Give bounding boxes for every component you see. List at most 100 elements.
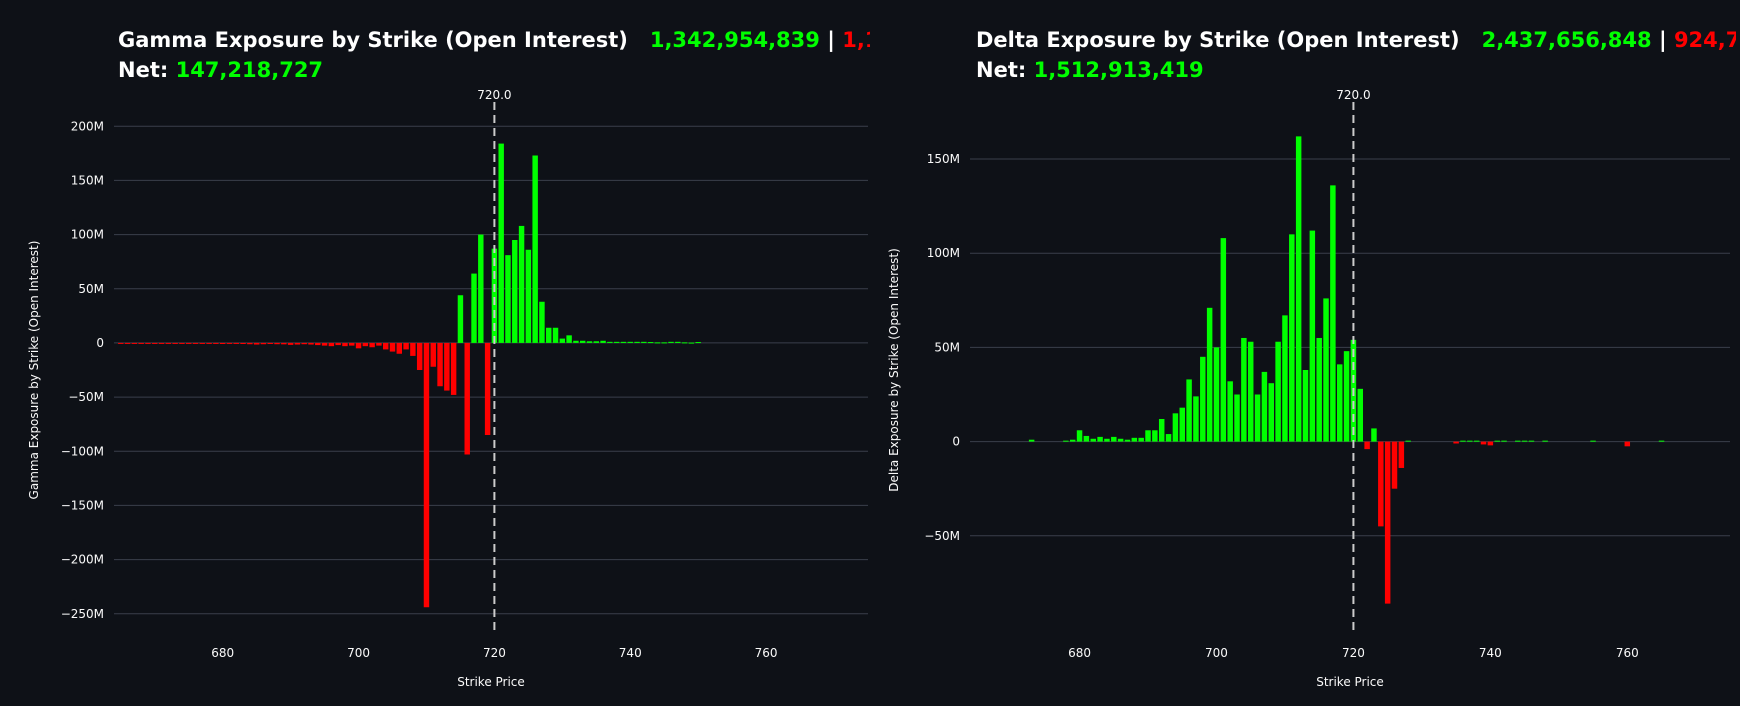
gamma-bar [613, 341, 620, 343]
gamma-bar [382, 342, 389, 350]
delta-net-label: Net: [976, 58, 1027, 82]
gamma-y-tick-label: −100M [61, 444, 104, 458]
delta-x-tick-label: 760 [1616, 646, 1639, 660]
gamma-bar [315, 342, 321, 346]
gamma-title: Gamma Exposure by Strike (Open Interest) [118, 28, 628, 52]
gamma-bar [281, 342, 287, 345]
gamma-bar [641, 341, 647, 343]
gamma-y-tick-label: 200M [71, 119, 104, 133]
delta-y-tick-label: 0 [952, 435, 960, 449]
gamma-bar [430, 342, 436, 367]
gamma-bar [145, 342, 151, 344]
delta-bar [1336, 364, 1343, 442]
gamma-bar [681, 342, 688, 344]
gamma-y-tick-label: −250M [61, 607, 104, 621]
gamma-bar [654, 342, 661, 344]
gamma-bar [688, 342, 695, 344]
delta-bar [1467, 440, 1473, 442]
gamma-bar [233, 342, 239, 344]
delta-bar [1063, 440, 1069, 442]
delta-chart: −50M 0 50M 100M 150M 680 700 720 740 760 720.0 Stri… [887, 88, 1730, 689]
delta-bar [1542, 440, 1548, 442]
gamma-bar [396, 342, 403, 354]
delta-bar [1104, 438, 1110, 442]
delta-y-tick-label: 150M [927, 152, 960, 166]
delta-x-tick-label: 700 [1205, 646, 1228, 660]
gamma-bar [253, 342, 260, 345]
delta-y-tick-label: −50M [924, 529, 960, 543]
delta-x-tick-label: 740 [1479, 646, 1502, 660]
delta-bar [1028, 439, 1035, 442]
delta-bar [1357, 388, 1364, 442]
delta-bar [1323, 298, 1329, 442]
delta-bar [1124, 439, 1131, 442]
gamma-y-tick-label: −200M [61, 553, 104, 567]
gamma-bar [593, 341, 600, 343]
delta-bar [1165, 434, 1172, 442]
delta-bar [1371, 428, 1377, 442]
gamma-bar [546, 327, 552, 343]
delta-bar [1131, 437, 1138, 442]
delta-bar [1254, 394, 1261, 442]
delta-y-axis-title: Delta Exposure by Strike (Open Interest) [887, 248, 901, 492]
gamma-y-tick-label: −150M [61, 498, 104, 512]
delta-bar [1117, 438, 1124, 442]
delta-bar [1501, 440, 1507, 442]
gamma-chart: −250M −200M −150M −100M −50M 0 50M 100M 150M 200M… [27, 88, 868, 689]
delta-bar [1241, 337, 1247, 442]
gamma-bar [464, 342, 470, 455]
delta-bar [1145, 430, 1151, 442]
delta-bar [1515, 440, 1521, 442]
gamma-net-label: Net: [118, 58, 169, 82]
delta-x-axis-title: Strike Price [1316, 675, 1384, 689]
delta-total-negative: 924,743,429 [1673, 28, 1736, 52]
gamma-x-tick-label: 680 [211, 646, 234, 660]
gamma-bar [403, 342, 409, 350]
delta-x-tick-label: 680 [1068, 646, 1091, 660]
gamma-bar [213, 342, 219, 344]
gamma-bar [376, 342, 382, 346]
delta-x-tick-label: 720 [1342, 646, 1365, 660]
delta-bar [1186, 379, 1192, 442]
gamma-bar [675, 341, 681, 343]
delta-bar [1247, 341, 1254, 442]
gamma-bar [362, 342, 369, 347]
gamma-x-tick-label: 760 [755, 646, 778, 660]
delta-bar [1193, 396, 1199, 442]
gamma-bar [158, 342, 165, 344]
delta-bar [1302, 370, 1309, 442]
gamma-bar [573, 340, 579, 343]
delta-net-line: Net: 1,512,913,419 [976, 58, 1204, 82]
gamma-bar [328, 342, 335, 347]
gamma-bar [124, 342, 131, 344]
gamma-bar [437, 342, 443, 387]
delta-bar [1097, 436, 1103, 442]
gamma-bar [172, 342, 178, 344]
delta-panel: Delta Exposure by Strike (Open Interest)… [870, 0, 1740, 706]
gamma-bar [552, 327, 559, 343]
delta-bar [1289, 234, 1295, 442]
gamma-net-line: Net: 147,218,727 [118, 58, 323, 82]
delta-bar [1378, 441, 1384, 527]
gamma-bar [518, 225, 525, 343]
delta-y-tick-label: 50M [934, 340, 960, 354]
gamma-bar [423, 342, 430, 608]
gamma-x-tick-label: 720 [483, 646, 506, 660]
gamma-bar [444, 342, 450, 391]
delta-bar [1138, 437, 1144, 442]
gamma-bar [186, 342, 192, 344]
gamma-bar [118, 342, 124, 344]
delta-bar [1076, 430, 1083, 442]
gamma-bar [620, 341, 627, 343]
gamma-bar [505, 255, 511, 343]
gamma-y-tick-label: 50M [78, 282, 104, 296]
delta-bar [1309, 230, 1316, 442]
gamma-bar [369, 342, 375, 348]
gamma-bar [152, 342, 158, 344]
delta-bar [1405, 440, 1411, 442]
gamma-bar [484, 342, 491, 435]
delta-bar [1069, 439, 1076, 442]
gamma-bar [274, 342, 280, 345]
gamma-bar [634, 341, 640, 343]
gamma-bar [661, 342, 667, 344]
